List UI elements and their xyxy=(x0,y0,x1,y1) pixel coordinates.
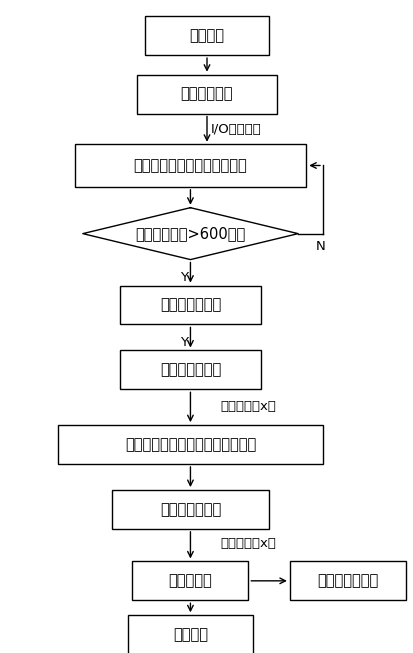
FancyBboxPatch shape xyxy=(58,425,322,464)
Text: 试验运行: 试验运行 xyxy=(189,28,224,43)
Text: 判断输出电流>600安培: 判断输出电流>600安培 xyxy=(135,226,245,241)
FancyBboxPatch shape xyxy=(120,285,260,325)
Text: 打开进水电磁阀: 打开进水电磁阀 xyxy=(159,298,221,313)
Text: N: N xyxy=(315,240,325,253)
Text: Y: Y xyxy=(180,270,188,283)
Text: 时间继电器x秒: 时间继电器x秒 xyxy=(220,537,275,550)
FancyBboxPatch shape xyxy=(136,74,277,114)
Text: 关闭电磁阀: 关闭电磁阀 xyxy=(168,573,212,588)
Text: 形成气雾、降温: 形成气雾、降温 xyxy=(316,573,377,588)
FancyBboxPatch shape xyxy=(120,351,260,389)
FancyBboxPatch shape xyxy=(128,615,252,653)
Text: 试验结束: 试验结束 xyxy=(173,627,207,642)
Text: 达到试验量值: 达到试验量值 xyxy=(180,87,233,102)
FancyBboxPatch shape xyxy=(145,16,268,55)
FancyBboxPatch shape xyxy=(132,562,248,600)
Polygon shape xyxy=(83,208,297,260)
Text: 显示功率放大器有效输出电流: 显示功率放大器有效输出电流 xyxy=(133,158,247,173)
Text: Y: Y xyxy=(180,336,188,349)
FancyBboxPatch shape xyxy=(289,562,405,600)
Text: 高压气流入气管: 高压气流入气管 xyxy=(159,502,221,517)
Text: I/O数据采集: I/O数据采集 xyxy=(210,123,261,136)
FancyBboxPatch shape xyxy=(74,144,306,187)
Text: 时间继电器x秒: 时间继电器x秒 xyxy=(220,400,275,413)
Text: 纯净水流入气管: 纯净水流入气管 xyxy=(159,362,221,377)
Text: 关闭进水电磁阀，打开进气电磁阀: 关闭进水电磁阀，打开进气电磁阀 xyxy=(124,437,256,452)
FancyBboxPatch shape xyxy=(112,490,268,529)
